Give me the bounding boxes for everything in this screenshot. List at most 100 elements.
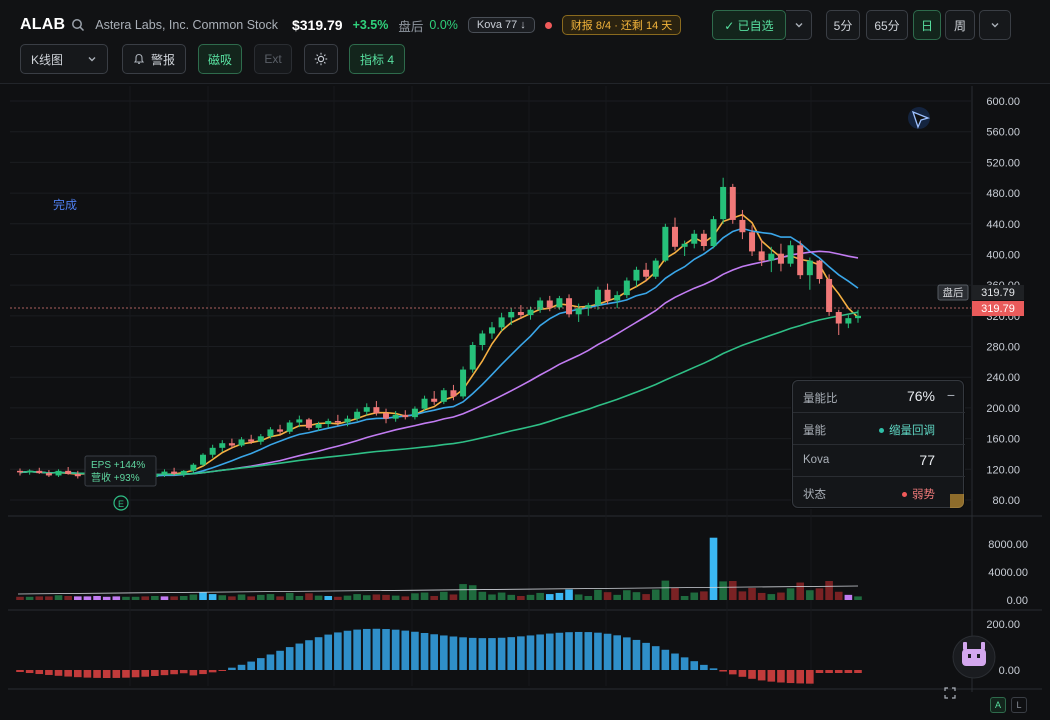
magnet-label: 磁吸	[207, 52, 232, 67]
momentum-bar	[623, 637, 631, 670]
price-chart-svg[interactable]: 600.00560.00520.00480.00440.00400.00360.…	[8, 86, 1042, 709]
chevron-down-icon	[88, 57, 96, 62]
volume-bar	[623, 590, 631, 600]
momentum-bar	[844, 670, 853, 673]
momentum-bar	[266, 654, 275, 670]
status-dot-icon	[902, 492, 907, 498]
magnet-toggle[interactable]: 磁吸	[198, 44, 242, 74]
candle-body	[17, 470, 23, 473]
state-status: 弱势	[902, 486, 935, 502]
volume-bar	[728, 580, 737, 600]
candle-body	[816, 260, 823, 280]
candle-body	[720, 186, 727, 220]
candle-body	[248, 439, 255, 442]
volume-bar	[825, 580, 833, 600]
momentum-bar	[468, 637, 477, 670]
volume-bar	[642, 594, 650, 600]
momentum-tick-label: 200.00	[986, 619, 1020, 631]
timeframe-more-button[interactable]	[979, 10, 1011, 40]
candle-body	[498, 317, 505, 328]
volume-bar	[247, 596, 255, 600]
chart-area[interactable]: 600.00560.00520.00480.00440.00400.00360.…	[8, 86, 1042, 709]
candle-body	[594, 289, 601, 306]
expand-icon	[944, 687, 956, 699]
panel-resize-handle[interactable]	[950, 494, 964, 508]
theme-toggle[interactable]	[304, 44, 338, 74]
candle-body	[797, 245, 804, 276]
volume-tick-label: 8000.00	[988, 539, 1028, 551]
volume-bar	[517, 596, 525, 600]
momentum-bar	[767, 670, 776, 682]
candle-body	[527, 309, 534, 316]
done-label[interactable]: 完成	[53, 197, 77, 212]
candle-body	[26, 470, 33, 473]
momentum-bar	[276, 650, 284, 670]
minus-icon[interactable]: −	[946, 387, 955, 403]
watchlist-dropdown-button[interactable]	[786, 10, 812, 40]
volume-bar	[151, 596, 159, 600]
volume-bar	[854, 596, 862, 600]
earnings-pill[interactable]: 财报 8/4 · 还剩 14 天	[561, 15, 682, 35]
momentum-bar	[170, 670, 178, 675]
kova-value: 77	[919, 452, 935, 468]
state-label: 状态	[803, 489, 826, 501]
volume-bar	[796, 582, 805, 600]
candle-body	[238, 439, 245, 446]
status-row-state: 状态 弱势	[793, 477, 965, 509]
candle-body	[556, 298, 563, 308]
volume-bar	[680, 596, 689, 600]
candle-body	[768, 253, 775, 261]
price-tick-label: 480.00	[986, 188, 1020, 200]
eps-label: EPS +144%	[91, 460, 145, 471]
price-tick-label: 200.00	[986, 403, 1020, 415]
volume-bar	[324, 596, 333, 600]
earnings-marker[interactable]: E	[113, 495, 129, 511]
cursor-pointer-icon	[908, 107, 931, 129]
last-price-tag	[972, 301, 1024, 316]
kova-pill[interactable]: Kova 77 ↓	[467, 17, 535, 33]
momentum-bar	[199, 670, 207, 675]
candle-body	[257, 436, 264, 442]
log-scale-button[interactable]: L	[1011, 697, 1027, 713]
timeframe-day[interactable]: 日	[913, 10, 941, 40]
volume-bar	[83, 596, 92, 600]
ticker-symbol[interactable]: ALAB	[20, 16, 66, 33]
momentum-bar	[680, 657, 689, 670]
chart-type-select[interactable]: K线图	[20, 44, 108, 74]
price-tick-label: 120.00	[986, 464, 1020, 476]
candle-body	[305, 419, 312, 428]
indicators-button[interactable]: 指标 4	[349, 44, 405, 74]
timeframe-label: 5分	[833, 18, 853, 33]
candle-body	[440, 390, 447, 402]
volume-bar	[574, 594, 583, 600]
search-icon[interactable]	[71, 18, 85, 32]
watchlist-button[interactable]: ✓ 已自选	[712, 10, 786, 40]
assistant-avatar[interactable]	[952, 635, 996, 679]
fullscreen-button[interactable]	[940, 684, 960, 702]
momentum-bar	[690, 661, 699, 670]
volume-bar	[314, 595, 323, 600]
momentum-bar	[632, 639, 641, 670]
momentum-bar	[420, 632, 429, 670]
volume-bar	[806, 590, 814, 600]
volume-bar	[179, 596, 188, 600]
extended-hours-toggle[interactable]: Ext	[254, 44, 292, 74]
candle-body	[700, 233, 707, 247]
timeframe-label: 65分	[874, 18, 900, 33]
auto-scale-button[interactable]: A	[990, 697, 1006, 713]
momentum-bar	[786, 670, 795, 684]
volume-label: 量能	[803, 425, 826, 437]
candle-body	[739, 219, 746, 233]
volume-ratio-value: 76%	[906, 388, 935, 404]
volume-bar	[709, 537, 718, 600]
kova-label: Kova	[803, 454, 830, 466]
price-axis[interactable]: 600.00560.00520.00480.00440.00400.00360.…	[986, 96, 1020, 507]
alert-button[interactable]: 警报	[122, 44, 186, 74]
momentum-bar	[806, 670, 814, 684]
timeframe-65m[interactable]: 65分	[866, 10, 908, 40]
timeframe-week[interactable]: 周	[945, 10, 975, 40]
momentum-bar	[478, 638, 487, 670]
timeframe-5m[interactable]: 5分	[826, 10, 860, 40]
fullscreen-icon[interactable]	[939, 685, 959, 686]
volume-bar	[276, 596, 284, 600]
